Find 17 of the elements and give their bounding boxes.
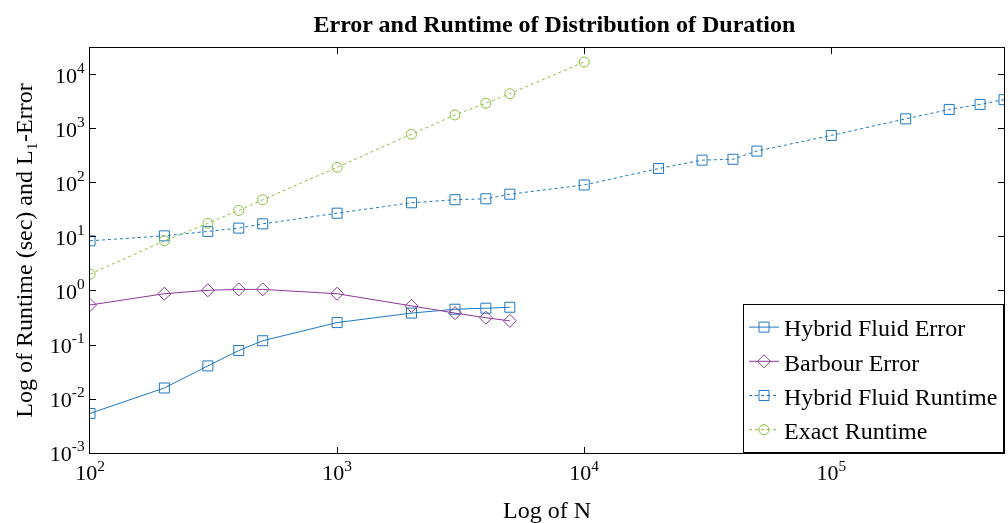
legend-label: Hybrid Fluid Error: [784, 315, 966, 342]
y-tick-label: 10$^{4}$: [54, 59, 85, 88]
y-axis-title: Log of Runtime (sec) and L₁-Error: [11, 83, 37, 418]
y-tick-label: 10$^{-1}$: [49, 329, 85, 358]
x-tick-label: 10$^{3}$: [322, 457, 353, 486]
y-tick-label: 10$^{3}$: [54, 113, 85, 142]
chart-title: Error and Runtime of Distribution of Duration: [313, 11, 796, 38]
legend-label: Hybrid Fluid Runtime: [784, 383, 998, 410]
y-tick-label: 10$^{2}$: [54, 167, 85, 196]
y-tick-label: 10$^{0}$: [54, 275, 85, 304]
legend-label: Exact Runtime: [784, 418, 928, 445]
x-tick-label: 10$^{5}$: [816, 457, 847, 486]
y-tick-label: 10$^{-2}$: [49, 383, 85, 412]
y-tick-label: 10$^{1}$: [54, 221, 85, 250]
x-axis-title: Log of N: [503, 497, 591, 523]
legend-label: Barbour Error: [784, 349, 920, 376]
x-tick-label: 10$^{4}$: [569, 457, 600, 486]
